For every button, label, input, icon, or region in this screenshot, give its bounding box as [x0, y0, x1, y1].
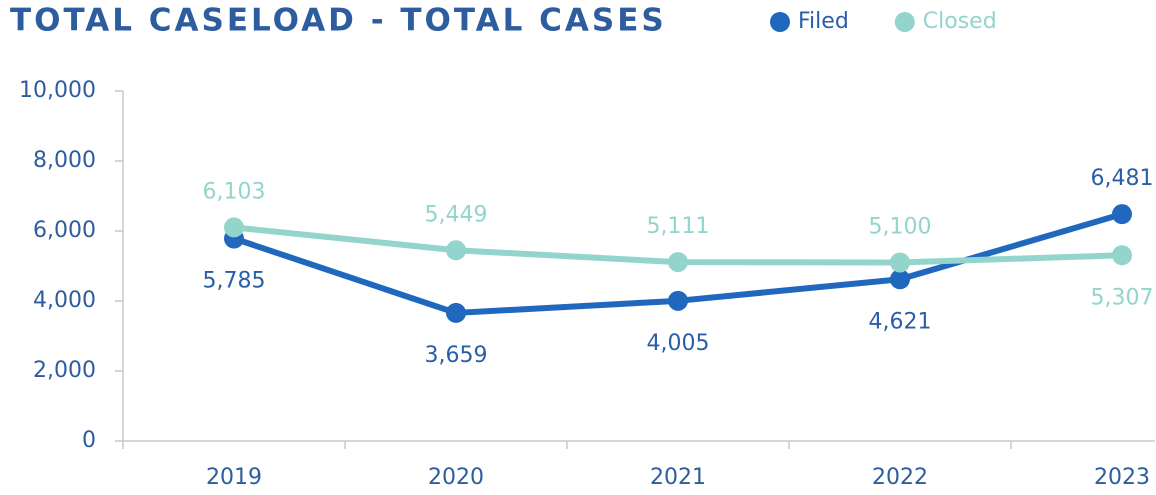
- data-label: 6,481: [1091, 166, 1154, 191]
- legend-label: Closed: [923, 9, 997, 34]
- y-tick-label: 8,000: [33, 148, 96, 173]
- point: [446, 302, 466, 323]
- legend-label: Filed: [798, 9, 849, 34]
- data-label: 5,111: [647, 214, 710, 239]
- point: [890, 269, 910, 290]
- point: [224, 217, 244, 238]
- x-tick-label: 2020: [428, 465, 484, 490]
- x-tick-label: 2021: [650, 465, 706, 490]
- x-tick-label: 2023: [1094, 465, 1150, 490]
- y-tick-label: 10,000: [19, 78, 96, 103]
- data-label: 3,659: [425, 343, 488, 368]
- y-tick-label: 4,000: [33, 288, 96, 313]
- point: [446, 240, 466, 261]
- legend-marker: [770, 12, 790, 32]
- data-label: 5,785: [203, 269, 266, 294]
- data-label: 5,100: [869, 215, 932, 240]
- point: [668, 252, 688, 273]
- point: [890, 252, 910, 273]
- point: [1112, 245, 1132, 266]
- y-tick-label: 6,000: [33, 218, 96, 243]
- x-tick-label: 2019: [206, 465, 262, 490]
- x-tick-label: 2022: [872, 465, 928, 490]
- data-label: 5,307: [1091, 285, 1154, 310]
- data-label: 4,005: [647, 331, 710, 356]
- y-tick-label: 0: [82, 428, 96, 453]
- chart-title: TOTAL CASELOAD - TOTAL CASES: [10, 3, 667, 39]
- data-label: 4,621: [869, 309, 932, 334]
- data-label: 6,103: [203, 179, 266, 204]
- y-tick-label: 2,000: [33, 358, 96, 383]
- point: [1112, 204, 1132, 225]
- point: [668, 290, 688, 311]
- legend-marker: [894, 12, 915, 32]
- data-label: 5,449: [425, 202, 488, 227]
